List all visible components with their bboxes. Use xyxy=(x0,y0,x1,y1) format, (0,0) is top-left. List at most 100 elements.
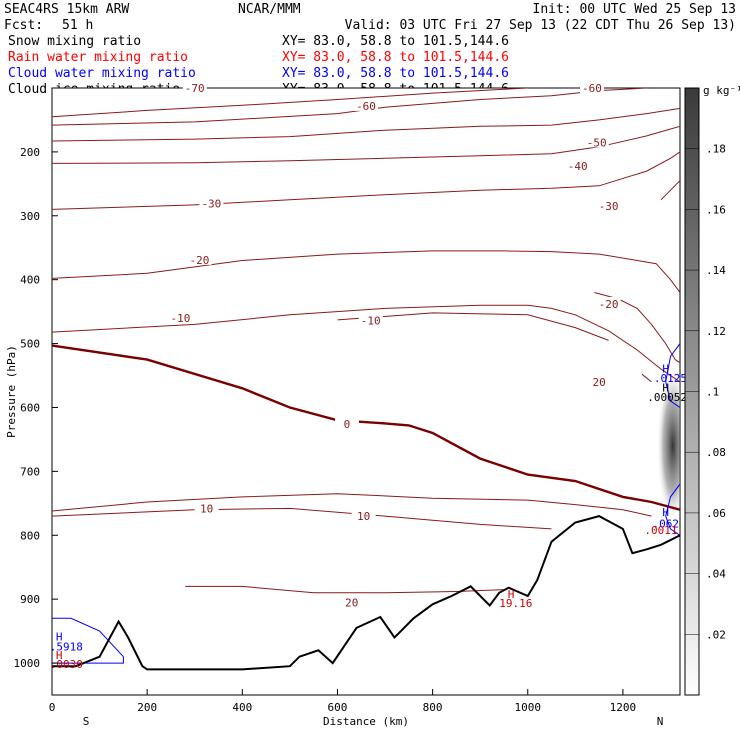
contour-label-bg xyxy=(596,199,621,212)
contour-label: 20 xyxy=(592,376,605,389)
field-name: Cloud water mixing ratio xyxy=(8,66,196,81)
north-end-label: N xyxy=(657,715,664,728)
x-axis: 0 200 400 600 800 1000 1200 Distance (km) S N xyxy=(49,689,664,728)
y-tick-label: 800 xyxy=(20,529,40,542)
snow-shading xyxy=(656,367,680,524)
temperature-contour xyxy=(52,250,680,293)
terrain-profile xyxy=(52,515,680,671)
colorbar-tick-label: .16 xyxy=(706,203,726,216)
x-tick-label: 800 xyxy=(423,701,443,714)
contour-label: -60 xyxy=(582,82,602,95)
y-tick-label: 500 xyxy=(20,338,40,351)
contour-label: -40 xyxy=(568,160,588,173)
contour-label-bg xyxy=(596,296,621,309)
contour-label: -10 xyxy=(361,315,381,328)
contour-label: -20 xyxy=(190,254,210,267)
contour-label-bg xyxy=(579,81,604,93)
cloud-water-contours xyxy=(52,343,680,664)
colorbar-ticks: .02 .04 .06 .08 .1 .12 .14 .16 .18 xyxy=(685,143,726,641)
y-tick-label: 400 xyxy=(20,274,40,287)
y-axis-title: Pressure (hPa) xyxy=(5,345,18,438)
contour-label-bg xyxy=(334,417,359,430)
max-marker-label: H xyxy=(662,362,669,375)
plot-area: -70 -60 -60 -50 -40 -30 -30 -20 -20 -10 -10 0 10 10 20… xyxy=(5,81,694,728)
y-tick-label: 700 xyxy=(20,465,40,478)
contour-label-bg xyxy=(351,509,376,522)
contour-label: -30 xyxy=(201,198,221,211)
max-marker-label: .000524 xyxy=(647,391,694,404)
contour-label-bg xyxy=(587,374,612,387)
contour-label: -20 xyxy=(599,298,619,311)
colorbar-tick-label: .08 xyxy=(706,446,726,459)
field-name: Rain water mixing ratio xyxy=(8,50,188,65)
fcst-label: Fcst: xyxy=(4,18,43,33)
x-tick-label: 1000 xyxy=(515,701,542,714)
cloud-water-contour xyxy=(665,343,680,408)
max-marker-label: .5918 xyxy=(50,640,83,653)
contour-label-bg xyxy=(199,196,224,209)
temperature-contour xyxy=(52,107,680,142)
y-axis: 200 300 400 500 600 700 800 900 1000 Pressure (hP… xyxy=(5,146,58,670)
temperature-contour xyxy=(52,151,680,210)
y-tick-label: 600 xyxy=(20,401,40,414)
temperature-contour xyxy=(52,493,652,517)
max-marker-label: .0030 xyxy=(50,658,83,671)
model-title: SEAC4RS 15km ARW xyxy=(4,2,129,17)
south-end-label: S xyxy=(83,715,90,728)
max-marker-label: H xyxy=(662,506,669,519)
contour-label-bg xyxy=(339,595,364,608)
temperature-contour xyxy=(52,344,680,511)
valid-time: Valid: 03 UTC Fri 27 Sep 13 (22 CDT Thu … xyxy=(345,18,736,33)
contour-label-bg xyxy=(358,313,383,326)
temperature-contour xyxy=(52,88,528,118)
contour-label: 10 xyxy=(200,502,213,515)
colorbar: g kg⁻¹ .02 .04 .06 .08 .1 .12 .14 .16 .18 xyxy=(684,84,740,696)
max-marker-label: H xyxy=(662,382,669,395)
colorbar-tick-label: .1 xyxy=(706,386,719,399)
temperature-contour xyxy=(52,304,680,383)
temperature-contour xyxy=(660,180,680,201)
colorbar-tick-label: .06 xyxy=(706,507,726,520)
temperature-contour xyxy=(52,507,552,530)
x-tick-label: 1200 xyxy=(610,701,637,714)
y-tick-label: 900 xyxy=(20,593,40,606)
contour-label-bg xyxy=(182,81,207,93)
contour-label-bg xyxy=(187,252,212,265)
colorbar-tick-label: .12 xyxy=(706,325,726,338)
terrain-line xyxy=(52,515,680,671)
temperature-contour xyxy=(52,125,680,164)
x-tick-label: 400 xyxy=(232,701,252,714)
max-marker-label: .0011 xyxy=(644,524,677,537)
field-xy: XY= 83.0, 58.8 to 101.5,144.6 xyxy=(282,34,509,49)
contour-label: -70 xyxy=(185,82,205,95)
header: SEAC4RS 15km ARW NCAR/MMM Init: 00 UTC W… xyxy=(4,2,736,97)
y-tick-label: 1000 xyxy=(14,657,41,670)
center-title: NCAR/MMM xyxy=(238,2,301,17)
plot-frame xyxy=(51,87,681,696)
x-tick-label: 600 xyxy=(328,701,348,714)
field-name: Snow mixing ratio xyxy=(8,34,141,49)
contour-label: -60 xyxy=(356,100,376,113)
temperature-contours xyxy=(52,82,681,594)
y-tick-label: 200 xyxy=(20,146,40,159)
contour-label-bg xyxy=(584,135,609,148)
max-marker-label: .062 xyxy=(652,518,679,531)
contour-label-bg xyxy=(194,501,219,514)
contour-labels: -70 -60 -60 -50 -40 -30 -30 -20 -20 -10 -10 0 10 10 20… xyxy=(50,81,694,671)
max-marker-label: 19.16 xyxy=(499,597,532,610)
contour-label-bg xyxy=(565,158,590,171)
init-time: Init: 00 UTC Wed 25 Sep 13 xyxy=(533,2,737,17)
cloud-water-contour xyxy=(52,617,124,664)
temperature-contour xyxy=(337,312,609,341)
max-marker-label: H xyxy=(56,631,63,644)
snow-shaded-region xyxy=(656,367,680,524)
max-marker-label: H xyxy=(56,649,63,662)
temperature-contour xyxy=(185,585,505,594)
colorbar-tick-label: .14 xyxy=(706,264,726,277)
temperature-contour xyxy=(671,82,681,85)
contour-label: 20 xyxy=(345,596,358,609)
contour-label: 10 xyxy=(357,510,370,523)
max-marker-label: .0125 xyxy=(654,372,687,385)
